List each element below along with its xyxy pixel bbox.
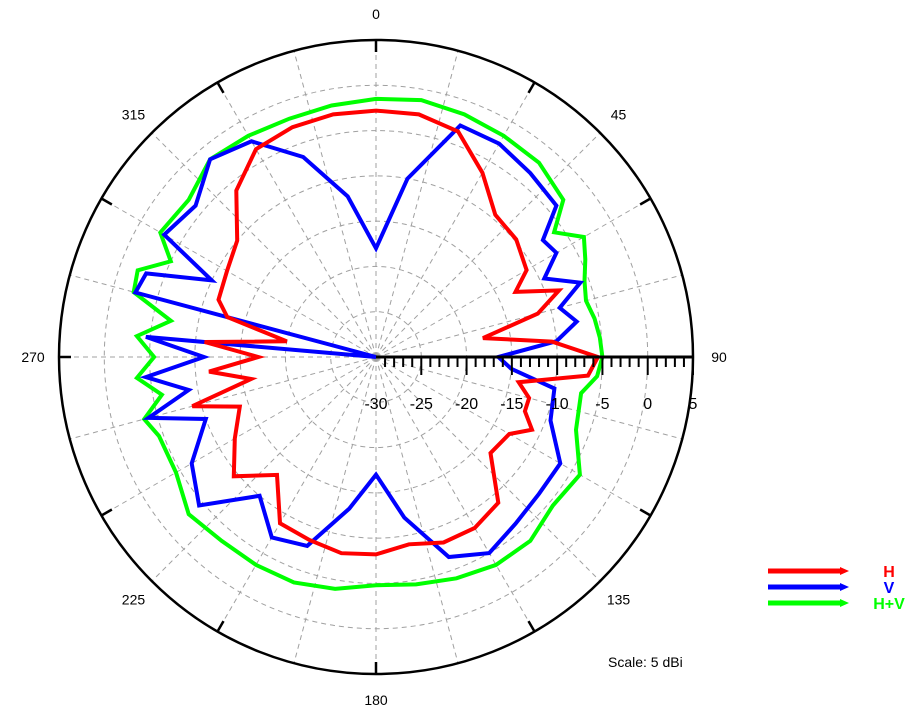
outer-tick [639, 508, 652, 517]
grid-spoke [375, 198, 651, 358]
grid-spoke [375, 274, 683, 358]
radial-tick-label: -10 [546, 396, 569, 413]
grid-spoke [293, 356, 377, 664]
grid-spoke [375, 132, 601, 358]
outer-tick [100, 508, 113, 517]
outer-tick [639, 197, 652, 206]
grid-spoke [375, 356, 601, 582]
grid-spoke [375, 356, 683, 440]
grid-spoke [375, 356, 459, 664]
legend-arrowhead [840, 599, 849, 607]
radial-tick-label: -25 [410, 396, 433, 413]
radial-tick-label: 5 [689, 396, 698, 413]
outer-tick [216, 81, 225, 94]
angle-labels: 0 45 90 135 180 225 270 315 [21, 6, 727, 708]
angle-label: 270 [21, 349, 45, 365]
angle-label: 45 [611, 106, 627, 122]
series-line-hplusv [131, 96, 605, 591]
grid-spoke [217, 356, 377, 632]
legend-label: H+V [873, 596, 905, 613]
radial-axis: -30 -25 -20 -15 -10 -5 0 5 [364, 355, 698, 413]
radial-tick-label: 0 [643, 396, 652, 413]
radial-tick-label: -20 [455, 396, 478, 413]
grid-spoke [217, 82, 377, 358]
angle-label: 225 [122, 592, 146, 608]
outer-tick [527, 81, 536, 94]
grid-spoke [69, 356, 377, 440]
scale-note: Scale: 5 dBi [608, 654, 683, 670]
series-line-h [191, 108, 601, 557]
outer-tick [100, 197, 113, 206]
grid-spoke [151, 356, 377, 582]
outer-tick [216, 620, 225, 633]
angle-label: 135 [607, 592, 631, 608]
radial-tick-label: -15 [500, 396, 523, 413]
angle-label: 315 [122, 106, 146, 122]
outer-tick [527, 620, 536, 633]
angle-label: 180 [364, 692, 388, 708]
series-line-v [132, 123, 585, 560]
legend: HVH+V [768, 564, 905, 613]
grid-spoke [101, 356, 377, 516]
radial-tick-label: -30 [364, 396, 387, 413]
legend-label: V [884, 580, 895, 597]
grid-spoke [375, 356, 535, 632]
legend-arrowhead [840, 583, 849, 591]
grid-spoke [375, 50, 459, 358]
angle-label: 90 [711, 349, 727, 365]
grid-spoke [375, 356, 651, 516]
angle-label: 0 [372, 6, 380, 22]
series-lines [131, 96, 605, 591]
grid-spoke [375, 82, 535, 358]
grid-spoke [101, 198, 377, 358]
grid-spoke [293, 50, 377, 358]
grid-spoke [151, 132, 377, 358]
grid-spoke [69, 274, 377, 358]
legend-label: H [883, 564, 895, 581]
legend-arrowhead [840, 567, 849, 575]
radial-tick-label: -5 [595, 396, 609, 413]
